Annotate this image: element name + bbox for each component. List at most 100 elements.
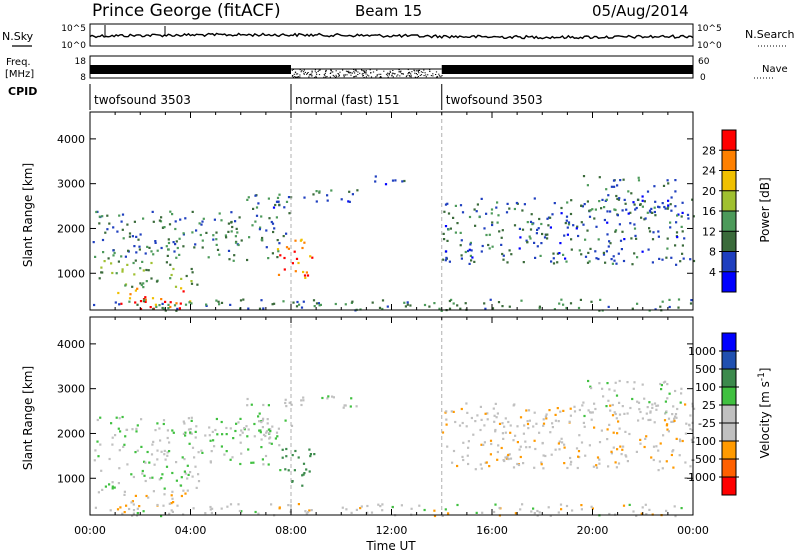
echo-cell bbox=[577, 234, 580, 238]
echo-cell bbox=[170, 509, 173, 512]
echo-cell bbox=[156, 449, 159, 452]
echo-cell bbox=[624, 430, 627, 433]
echo-cell bbox=[632, 201, 635, 204]
echo-cell bbox=[622, 445, 625, 448]
noise-right-label: N.Search bbox=[745, 28, 795, 41]
echo-cell bbox=[612, 255, 615, 258]
echo-cell bbox=[274, 203, 277, 207]
freq-dot bbox=[410, 76, 412, 78]
echo-cell bbox=[246, 397, 249, 401]
echo-cell bbox=[635, 237, 638, 240]
freq-dot bbox=[418, 72, 420, 74]
echo-cell bbox=[646, 211, 649, 214]
echo-cell bbox=[309, 255, 312, 258]
echo-cell bbox=[490, 442, 493, 446]
echo-cell bbox=[480, 443, 483, 446]
echo-cell bbox=[186, 489, 189, 492]
echo-cell bbox=[359, 507, 362, 510]
echo-cell bbox=[277, 273, 281, 276]
freq-dot bbox=[376, 69, 378, 71]
echo-cell bbox=[302, 270, 305, 274]
echo-cell bbox=[271, 303, 274, 306]
echo-cell bbox=[522, 462, 525, 465]
echo-cell bbox=[569, 414, 572, 417]
echo-cell bbox=[301, 246, 304, 250]
echo-cell bbox=[111, 443, 114, 446]
echo-cell bbox=[265, 431, 268, 434]
echo-cell bbox=[184, 472, 187, 475]
echo-cell bbox=[445, 410, 448, 413]
echo-cell bbox=[488, 247, 491, 250]
freq-dot bbox=[420, 71, 422, 73]
echo-cell bbox=[594, 250, 597, 253]
echo-cell bbox=[459, 204, 463, 207]
echo-cell bbox=[633, 381, 636, 384]
echo-cell bbox=[142, 269, 145, 272]
echo-cell bbox=[138, 245, 141, 248]
echo-cell bbox=[163, 493, 166, 496]
echo-cell bbox=[262, 307, 265, 310]
echo-cell bbox=[601, 198, 604, 201]
echo-cell bbox=[650, 456, 653, 459]
freq-trace bbox=[90, 65, 693, 78]
freq-dot bbox=[359, 72, 361, 74]
echo-cell bbox=[141, 260, 144, 263]
echo-cell bbox=[123, 493, 126, 496]
echo-cell bbox=[237, 503, 240, 506]
echo-cell bbox=[204, 434, 207, 437]
echo-cell bbox=[228, 258, 231, 261]
echo-cell bbox=[565, 260, 568, 263]
echo-cell bbox=[613, 389, 616, 392]
echo-cell bbox=[275, 200, 279, 203]
echo-cell bbox=[614, 230, 617, 233]
echo-cell bbox=[334, 302, 337, 306]
echo-cell bbox=[131, 428, 134, 431]
echo-cell bbox=[503, 459, 506, 463]
echo-cell bbox=[235, 422, 238, 425]
echo-cell bbox=[309, 455, 312, 458]
echo-cell bbox=[261, 419, 264, 422]
echo-cell bbox=[660, 384, 663, 387]
echo-cell bbox=[452, 449, 456, 453]
echo-cell bbox=[612, 446, 615, 449]
echo-cell bbox=[163, 453, 166, 456]
echo-cell bbox=[565, 215, 569, 218]
echo-cell bbox=[355, 508, 358, 511]
echo-cell bbox=[685, 422, 688, 425]
echo-cell bbox=[121, 270, 124, 273]
xtick-label: 16:00 bbox=[476, 524, 508, 537]
freq-dot bbox=[325, 76, 327, 78]
echo-cell bbox=[300, 306, 304, 309]
echo-cell bbox=[526, 422, 530, 426]
echo-cell bbox=[492, 407, 495, 410]
freq-dot bbox=[417, 76, 419, 77]
echo-cell bbox=[615, 262, 618, 265]
echo-cell bbox=[254, 510, 257, 514]
echo-cell bbox=[669, 203, 672, 206]
echo-cell bbox=[605, 250, 608, 253]
echo-cell bbox=[155, 280, 159, 283]
echo-cell bbox=[152, 308, 155, 311]
echo-cell bbox=[608, 512, 611, 516]
echo-cell bbox=[287, 247, 290, 250]
echo-cell bbox=[169, 301, 172, 304]
colorbar-swatch bbox=[722, 477, 736, 495]
freq-dot bbox=[362, 72, 364, 74]
echo-cell bbox=[491, 245, 494, 248]
echo-cell bbox=[247, 448, 250, 451]
freq-dot bbox=[378, 73, 380, 75]
echo-cell bbox=[370, 511, 374, 514]
echo-cell bbox=[600, 207, 603, 210]
echo-cell bbox=[303, 472, 306, 475]
panel-frame bbox=[89, 111, 694, 311]
freq-dot bbox=[308, 74, 310, 76]
echo-cell bbox=[604, 261, 607, 264]
colorbar-swatch bbox=[722, 211, 736, 232]
echo-cell bbox=[133, 220, 136, 223]
freq-dot bbox=[393, 73, 396, 75]
echo-cell bbox=[507, 457, 510, 461]
echo-cell bbox=[304, 510, 307, 513]
freq-dot bbox=[325, 71, 327, 73]
echo-cell bbox=[229, 427, 232, 430]
freq-dot bbox=[337, 73, 339, 74]
